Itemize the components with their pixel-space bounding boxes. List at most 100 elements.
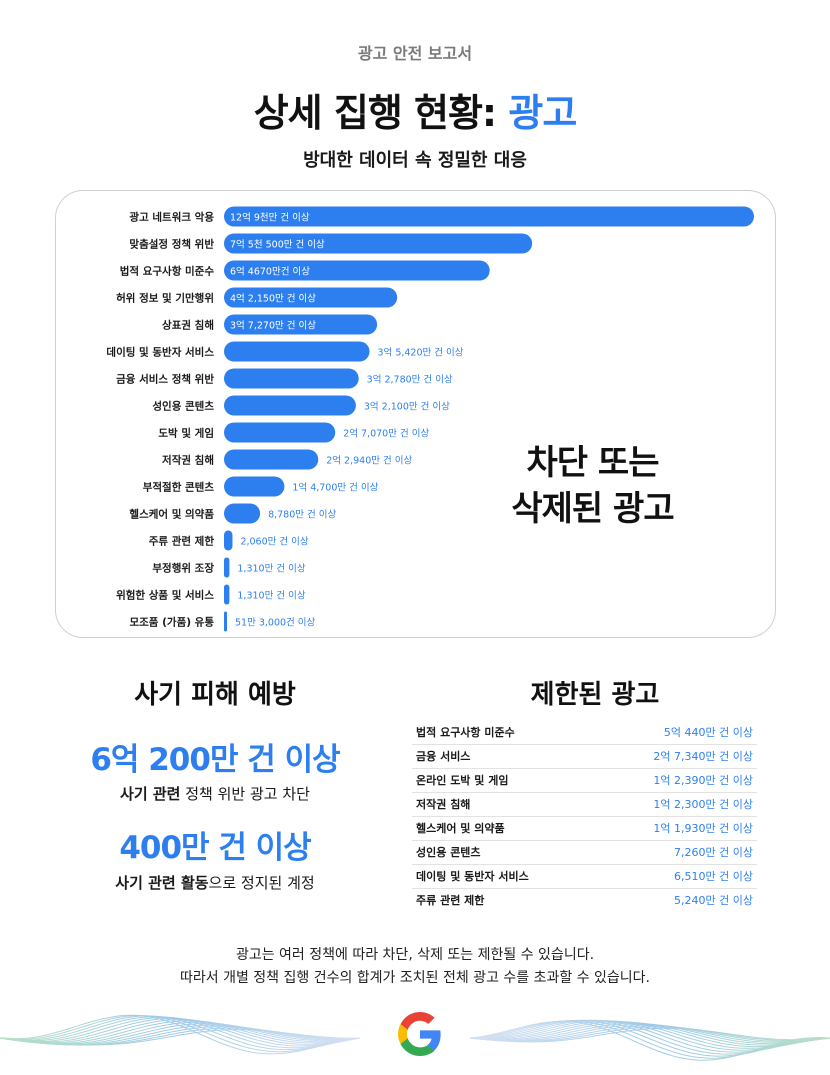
wave-decoration-left — [0, 1014, 360, 1055]
wave-line — [0, 1015, 360, 1051]
wave-line — [0, 1020, 360, 1045]
bar — [224, 422, 336, 443]
overlay-line-1: 차단 또는 — [526, 443, 660, 483]
table-row: 헬스케어 및 의약품 1억 1,930만 건 이상 — [412, 816, 757, 841]
row-category: 온라인 도박 및 게임 — [412, 768, 642, 793]
wave-line — [470, 1021, 830, 1046]
row-value: 5억 440만 건 이상 — [642, 720, 757, 745]
fraud-stat-accounts-rest: 으로 정지된 계정 — [208, 874, 315, 892]
wave-line — [470, 1019, 830, 1057]
row-value: 1억 2,300만 건 이상 — [642, 792, 757, 817]
table-row: 저작권 침해 1억 2,300만 건 이상 — [412, 792, 757, 817]
wave-line — [0, 1016, 360, 1049]
bar — [224, 557, 230, 578]
wave-line — [0, 1014, 360, 1053]
bar — [224, 206, 754, 227]
bar-value-label: 3억 7,270만 건 이상 — [230, 320, 316, 332]
bar-value-label: 2억 7,070만 건 이상 — [343, 428, 429, 440]
bar-value-label: 3억 5,420만 건 이상 — [378, 347, 464, 359]
row-value: 5,240만 건 이상 — [674, 894, 753, 908]
restricted-section-title: 제한된 광고 — [530, 680, 660, 710]
bar-value-label: 4억 2,150만 건 이상 — [230, 293, 316, 305]
bar-category-label: 모조품 (가품) 유통 — [129, 616, 214, 629]
fraud-stat-ads-bold: 사기 관련 — [120, 785, 181, 803]
google-g-logo-icon — [398, 1012, 441, 1056]
bar-value-label: 8,780만 건 이상 — [268, 510, 336, 521]
bar — [224, 395, 356, 416]
bar — [224, 611, 227, 632]
bar — [224, 368, 359, 389]
bar-value-label: 1억 4,700만 건 이상 — [292, 482, 378, 494]
fraud-stat-ads: 6억 200만 건 이상 — [90, 742, 340, 778]
overlay-line-2: 삭제된 광고 — [511, 489, 674, 529]
bar-value-label: 12억 9천만 건 이상 — [230, 212, 310, 224]
table-row: 데이팅 및 동반자 서비스 6,510만 건 이상 — [412, 864, 757, 889]
fraud-stat-ads-rest: 정책 위반 광고 차단 — [180, 785, 310, 803]
bar-category-label: 데이팅 및 동반자 서비스 — [106, 346, 214, 359]
row-category: 데이팅 및 동반자 서비스 — [412, 864, 642, 889]
wave-line — [470, 1020, 830, 1059]
row-category: 저작권 침해 — [412, 792, 642, 817]
bar-category-label: 주류 관련 제한 — [149, 535, 215, 548]
bar — [224, 314, 378, 335]
bar-category-label: 부정행위 조장 — [152, 562, 214, 575]
bar-category-label: 맞춤설정 정책 위반 — [129, 238, 214, 251]
fraud-stat-ads-desc: 사기 관련 정책 위반 광고 차단 — [55, 783, 375, 804]
row-category: 성인용 콘텐츠 — [412, 840, 642, 865]
bar-value-label: 6억 4670만건 이상 — [230, 266, 310, 278]
wave-decoration-right — [470, 1019, 830, 1061]
bar — [224, 584, 230, 605]
table-row: 금융 서비스 2억 7,340만 건 이상 — [412, 744, 757, 769]
fraud-section-title: 사기 피해 예방 — [134, 680, 296, 710]
row-category: 헬스케어 및 의약품 — [412, 816, 642, 841]
table-row: 법적 요구사항 미준수 5억 440만 건 이상 — [412, 720, 757, 745]
fraud-stat-accounts: 400만 건 이상 — [119, 830, 311, 866]
bar-value-label: 2억 2,940만 건 이상 — [326, 455, 412, 467]
wave-line — [0, 1019, 360, 1044]
footnote-line-2: 따라서 개별 정책 집행 건수의 합계가 조치된 전체 광고 수를 초과할 수 … — [179, 970, 650, 986]
bar-category-label: 저작권 침해 — [162, 454, 214, 467]
bar — [224, 233, 533, 254]
footnote-line-1: 광고는 여러 정책에 따라 차단, 삭제 또는 제한될 수 있습니다. — [235, 947, 595, 963]
table-row: 주류 관련 제한 5,240만 건 이상 — [412, 888, 757, 912]
bar-category-label: 헬스케어 및 의약품 — [129, 508, 214, 521]
row-category: 법적 요구사항 미준수 — [412, 720, 642, 745]
fraud-stat-accounts-desc: 사기 관련 활동으로 정지된 계정 — [55, 872, 375, 893]
table-row: 온라인 도박 및 게임 1억 2,390만 건 이상 — [412, 768, 757, 793]
bar-category-label: 광고 네트워크 악용 — [129, 211, 214, 224]
bar-value-label: 2,060만 건 이상 — [240, 537, 308, 548]
chart-overlay-label: 차단 또는 삭제된 광고 — [480, 440, 705, 532]
row-value: 2억 7,340만 건 이상 — [642, 744, 757, 769]
page-title: 상세 집행 현황: 광고 — [0, 82, 830, 137]
bar-category-label: 부적절한 콘텐츠 — [143, 481, 215, 494]
bar-value-label: 51만 3,000건 이상 — [235, 618, 316, 629]
bar-category-label: 허위 정보 및 기만행위 — [116, 292, 214, 305]
bar — [224, 503, 261, 524]
title-accent: 광고 — [508, 91, 577, 135]
wave-line — [470, 1025, 830, 1042]
report-kicker: 광고 안전 보고서 — [357, 44, 473, 63]
wave-line — [0, 1014, 360, 1055]
bar-value-label: 7억 5천 500만 건 이상 — [230, 239, 325, 251]
bar-category-label: 상표권 침해 — [162, 319, 214, 332]
table-row: 성인용 콘텐츠 7,260만 건 이상 — [412, 840, 757, 865]
title-main: 상세 집행 현황: — [253, 91, 509, 135]
bar — [224, 449, 319, 470]
restricted-table: 법적 요구사항 미준수 5억 440만 건 이상 금융 서비스 2억 7,340만 … — [412, 720, 757, 912]
bar — [224, 260, 490, 281]
wave-line — [470, 1020, 830, 1061]
bar-value-label: 3억 2,780만 건 이상 — [367, 374, 453, 386]
bar — [224, 341, 370, 362]
bar — [224, 287, 398, 308]
bar-category-label: 위험한 상품 및 서비스 — [116, 589, 214, 602]
bar-category-label: 법적 요구사항 미준수 — [120, 265, 215, 278]
bar-value-label: 3억 2,100만 건 이상 — [364, 401, 450, 413]
row-value: 1억 1,930만 건 이상 — [642, 816, 757, 841]
bar — [224, 530, 233, 551]
bar — [224, 476, 285, 497]
row-value: 1억 2,390만 건 이상 — [642, 768, 757, 793]
bar-value-label: 1,310만 건 이상 — [237, 564, 305, 575]
bar-category-label: 성인용 콘텐츠 — [152, 400, 214, 413]
page-subtitle: 방대한 데이터 속 정밀한 대응 — [303, 150, 527, 171]
